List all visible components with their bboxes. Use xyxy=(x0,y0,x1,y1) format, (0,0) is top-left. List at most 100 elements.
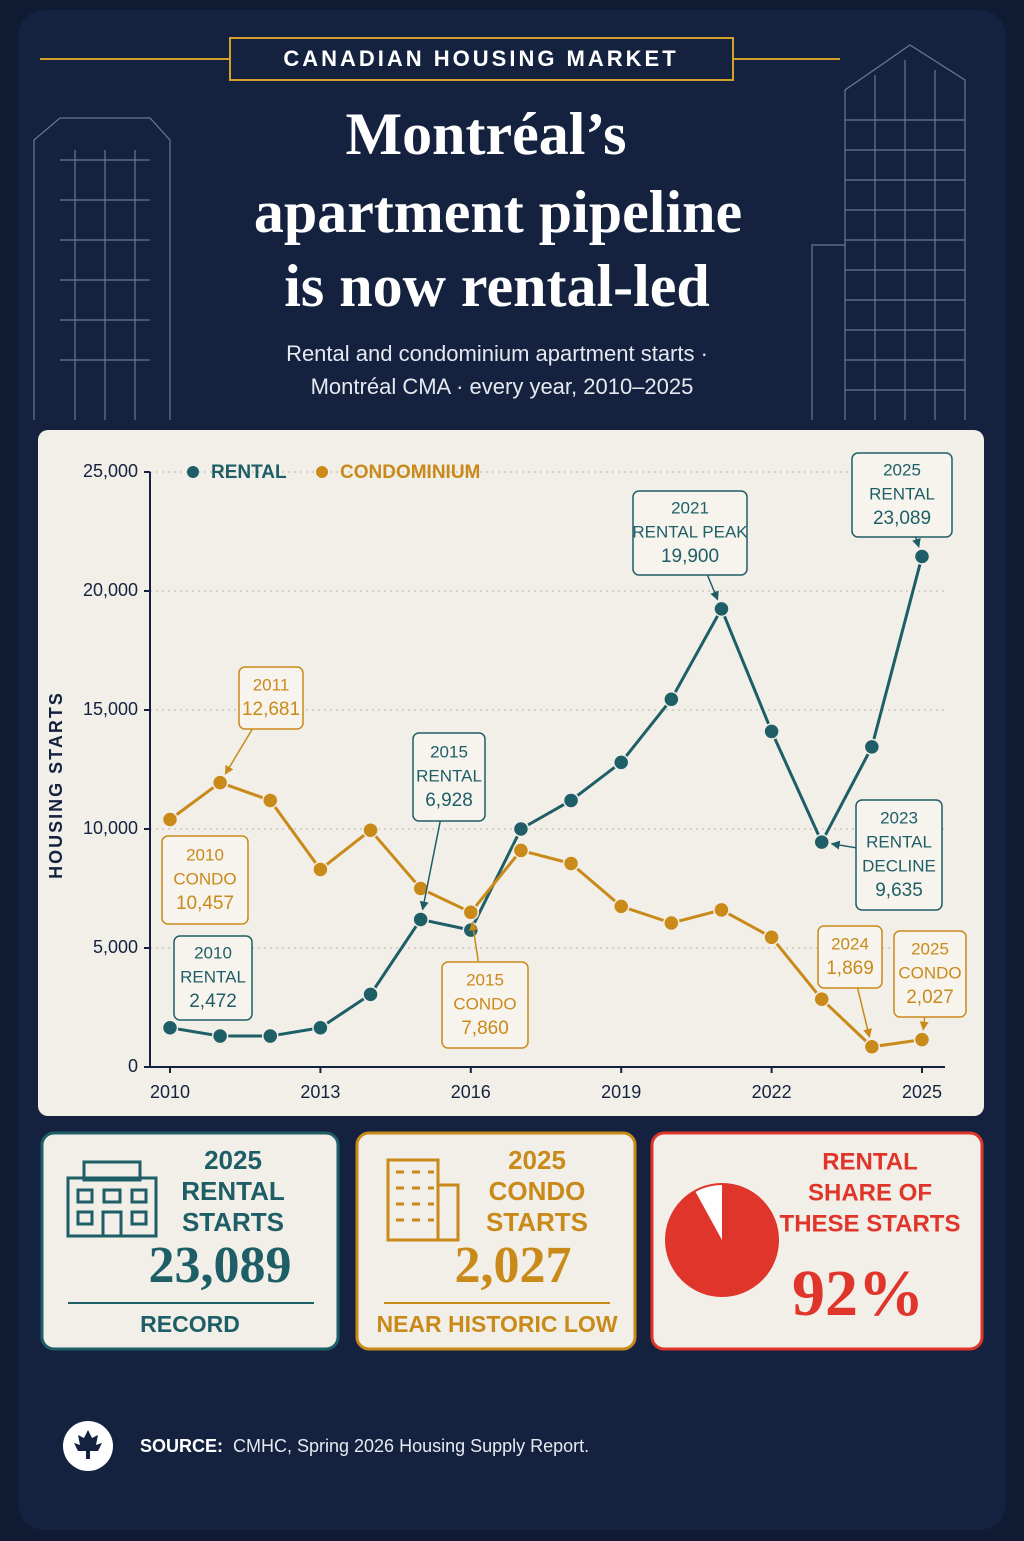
annotation-box xyxy=(441,961,529,1049)
card-value: 2,027 xyxy=(455,1237,572,1294)
annotation-text: 7,860 xyxy=(461,1018,509,1039)
annotation-box xyxy=(893,930,967,1018)
annotation-text: RENTAL xyxy=(869,484,935,503)
annotation-text: 2021 xyxy=(671,498,709,517)
card-label: STARTS xyxy=(182,1207,284,1237)
tower-icon xyxy=(386,1158,460,1242)
x-tick-label: 2025 xyxy=(902,1082,942,1102)
y-tick-label: 0 xyxy=(128,1056,138,1076)
pie xyxy=(666,1184,779,1297)
annotation-text: 2010 xyxy=(186,845,224,864)
annotation-arrow xyxy=(224,728,254,775)
data-point xyxy=(462,921,480,939)
data-point xyxy=(913,548,931,565)
annotation-text: 10,457 xyxy=(176,893,234,914)
pie-slice xyxy=(666,1184,779,1297)
data-point xyxy=(763,723,780,740)
data-point xyxy=(412,911,429,928)
annotation-text: 2025 xyxy=(883,460,921,479)
card-note: NEAR HISTORIC LOW xyxy=(376,1311,617,1337)
x-tick-label: 2010 xyxy=(150,1082,190,1102)
annotation-arrow xyxy=(912,536,921,548)
data-point xyxy=(362,821,379,839)
data-point xyxy=(612,754,630,771)
data-point xyxy=(813,833,830,851)
annotation-arrow xyxy=(919,1016,929,1031)
annotation-text: DECLINE xyxy=(862,856,936,875)
data-point xyxy=(312,861,329,878)
card-note: RECORD xyxy=(140,1311,240,1337)
data-point xyxy=(262,1027,279,1045)
card-label: 2025 xyxy=(204,1145,262,1175)
annotation-arrow xyxy=(469,921,480,963)
data-point xyxy=(412,880,429,897)
annotation-text: 9,635 xyxy=(875,880,923,901)
series-line xyxy=(169,781,923,1049)
data-point xyxy=(362,986,379,1003)
annotation-box xyxy=(817,925,883,989)
data-point xyxy=(713,901,730,919)
card-label: 2025 xyxy=(508,1145,566,1175)
annotation-text: RENTAL xyxy=(866,832,932,851)
annotation-text: 2025 xyxy=(911,939,949,958)
data-point xyxy=(512,820,530,838)
title-line: is now rental-led xyxy=(284,253,710,319)
legend-label: RENTAL xyxy=(211,462,287,483)
annotation-box xyxy=(173,935,253,1021)
building-illustration xyxy=(33,44,966,420)
annotation-box xyxy=(238,666,304,730)
tag-box xyxy=(229,37,734,81)
data-point xyxy=(913,1031,931,1048)
title-line: apartment pipeline xyxy=(254,179,742,245)
card-label: RENTAL xyxy=(181,1176,285,1206)
data-point xyxy=(512,842,530,859)
annotation-text: 2010 xyxy=(194,943,232,962)
annotation-box xyxy=(851,452,953,538)
data-point xyxy=(863,1038,881,1056)
legend-swatch xyxy=(316,466,328,478)
share-value: 92% xyxy=(792,1257,924,1330)
y-tick-label: 20,000 xyxy=(83,580,138,600)
annotation-text: RENTAL PEAK xyxy=(632,522,748,541)
data-point xyxy=(161,811,179,828)
y-tick-label: 10,000 xyxy=(83,818,138,838)
annotation-text: 23,089 xyxy=(873,508,931,529)
annotation-text: 2015 xyxy=(466,970,504,989)
tag: CANADIAN HOUSING MARKET xyxy=(283,46,678,71)
annotation-text: 2024 xyxy=(831,934,869,953)
data-point xyxy=(763,929,780,946)
y-tick-label: 25,000 xyxy=(83,461,138,481)
data-point xyxy=(161,1019,179,1036)
subtitle-line: Montréal CMA · every year, 2010–2025 xyxy=(311,374,694,399)
source-label: SOURCE: xyxy=(140,1436,223,1456)
annotation-arrow xyxy=(706,574,719,601)
legend-label: CONDOMINIUM xyxy=(340,462,480,483)
data-point xyxy=(663,914,680,932)
x-tick-label: 2013 xyxy=(300,1082,340,1102)
y-tick-label: 15,000 xyxy=(83,699,138,719)
data-point xyxy=(863,738,881,756)
data-point xyxy=(211,774,229,791)
annotation-text: 2015 xyxy=(430,742,468,761)
annotation-box xyxy=(632,490,748,576)
data-point xyxy=(663,691,680,708)
annotation-text: CONDO xyxy=(173,869,236,888)
data-point xyxy=(262,792,279,809)
subtitle-line: Rental and condominium apartment starts … xyxy=(286,341,708,366)
annotation-text: CONDO xyxy=(453,994,516,1013)
x-tick-label: 2016 xyxy=(451,1082,491,1102)
legend-swatch xyxy=(187,466,199,478)
annotation-text: 1,869 xyxy=(826,958,874,979)
chart: 0 5,000 10,000 15,000 20,000 25,000 2010 2013 20… xyxy=(83,452,967,1102)
data-point xyxy=(713,600,730,618)
card-label: CONDO xyxy=(489,1176,586,1206)
y-axis-label: HOUSING STARTS xyxy=(46,691,66,879)
annotation-text: 6,928 xyxy=(425,790,473,811)
chart-panel xyxy=(38,430,984,1116)
annotation-arrow xyxy=(419,820,441,911)
card-label: RENTAL xyxy=(822,1148,918,1175)
card xyxy=(40,1131,340,1351)
annotation-text: 2023 xyxy=(880,808,918,827)
annotation-text: 19,900 xyxy=(661,546,719,567)
